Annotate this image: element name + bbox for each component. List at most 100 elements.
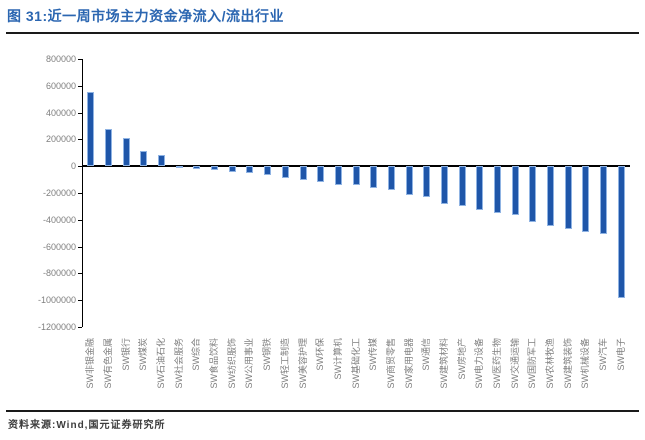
x-category-label-text: SW轻工制造 bbox=[279, 338, 290, 389]
x-category-label: SW纺织服饰 bbox=[227, 333, 238, 413]
bar bbox=[600, 166, 607, 234]
x-category-label-text: SW食品饮料 bbox=[209, 338, 220, 389]
bar bbox=[228, 166, 236, 172]
y-tick-label: -1200000 bbox=[37, 322, 76, 332]
y-tick bbox=[78, 300, 82, 301]
y-tick bbox=[78, 220, 82, 221]
y-tick bbox=[78, 166, 82, 167]
figure-title: 图 31:近一周市场主力资金净流入/流出行业 bbox=[7, 8, 285, 24]
bar bbox=[547, 166, 554, 227]
x-category-label-text: SW石油石化 bbox=[156, 338, 166, 389]
source-note: 资料来源:Wind,国元证券研究所 bbox=[8, 420, 166, 431]
y-tick-label: 0 bbox=[70, 161, 76, 171]
x-category-label: SW社会服务 bbox=[174, 333, 185, 413]
x-category-label: SW公用事业 bbox=[244, 333, 255, 413]
x-category-label-text: SW钢铁 bbox=[262, 338, 273, 371]
bar bbox=[264, 166, 272, 176]
y-tick-label: -800000 bbox=[42, 268, 76, 278]
x-category-label: SW机械设备 bbox=[580, 333, 591, 413]
x-category-label-text: SW环保 bbox=[315, 338, 326, 371]
x-category-label: SW建筑材料 bbox=[439, 333, 450, 413]
x-category-label: SW汽车 bbox=[598, 333, 609, 413]
x-category-label: SW石油石化 bbox=[156, 333, 167, 413]
x-category-label: SW家用电器 bbox=[404, 333, 415, 413]
bar bbox=[405, 166, 413, 195]
x-category-label: SW银行 bbox=[121, 333, 132, 413]
x-category-label-text: SW汽车 bbox=[598, 338, 608, 371]
x-category-label-text: SW美容护理 bbox=[297, 338, 308, 389]
x-category-label-text: SW交通运输 bbox=[509, 338, 520, 389]
x-category-label: SW食品饮料 bbox=[209, 333, 220, 413]
x-category-label-text: SW建筑装饰 bbox=[562, 338, 573, 389]
x-category-label-text: SW社会服务 bbox=[173, 338, 184, 389]
x-category-label-text: SW通信 bbox=[421, 338, 432, 371]
bar bbox=[193, 166, 201, 170]
x-category-label-text: SW国防军工 bbox=[527, 338, 538, 389]
bar bbox=[299, 166, 307, 181]
title-divider bbox=[6, 32, 639, 34]
x-category-label: SW农林牧渔 bbox=[545, 333, 556, 413]
x-category-label-text: SW综合 bbox=[191, 338, 202, 371]
x-category-label: SW建筑装饰 bbox=[563, 333, 574, 413]
x-category-label-text: SW计算机 bbox=[332, 338, 343, 380]
x-category-label-text: SW家用电器 bbox=[403, 338, 414, 389]
bar bbox=[564, 166, 572, 230]
y-tick-label: -200000 bbox=[42, 188, 76, 198]
bar bbox=[423, 166, 431, 197]
bar bbox=[122, 138, 130, 167]
x-category-label: SW商贸零售 bbox=[386, 333, 397, 413]
x-category-label-text: SW基础化工 bbox=[350, 338, 361, 389]
bar bbox=[317, 166, 325, 183]
x-category-label: SW通信 bbox=[421, 333, 432, 413]
y-tick-label: -600000 bbox=[42, 242, 76, 252]
x-category-label-text: SW公用事业 bbox=[244, 338, 255, 389]
x-category-label: SW传媒 bbox=[368, 333, 379, 413]
x-category-label: SW综合 bbox=[191, 333, 202, 413]
x-category-label-text: SW银行 bbox=[120, 338, 131, 371]
x-category-label: SW非银金融 bbox=[85, 333, 96, 413]
x-category-label-text: SW商贸零售 bbox=[385, 338, 396, 389]
bar bbox=[582, 166, 590, 233]
x-category-label-text: SW农林牧渔 bbox=[545, 338, 555, 389]
bar bbox=[476, 166, 484, 210]
x-category-label-text: SW电子 bbox=[615, 338, 626, 371]
y-axis-line bbox=[82, 59, 83, 327]
x-axis-line bbox=[82, 165, 630, 167]
x-category-label: SW电力设备 bbox=[474, 333, 485, 413]
x-category-label-text: SW医药生物 bbox=[491, 338, 502, 389]
bar bbox=[105, 128, 112, 167]
x-category-label-text: SW纺织服饰 bbox=[226, 338, 237, 389]
y-tick-label: -1000000 bbox=[37, 295, 76, 305]
x-category-label: SW电子 bbox=[616, 333, 627, 413]
x-category-label: SW计算机 bbox=[333, 333, 344, 413]
y-tick-label: 400000 bbox=[45, 108, 76, 118]
x-category-label-text: SW电力设备 bbox=[474, 338, 485, 389]
bar bbox=[440, 166, 448, 204]
x-category-label: SW房地产 bbox=[457, 333, 468, 413]
x-category-label: SW基础化工 bbox=[351, 333, 362, 413]
y-tick bbox=[78, 113, 82, 114]
bar bbox=[158, 154, 165, 167]
y-tick-label: 600000 bbox=[45, 81, 76, 91]
y-tick bbox=[78, 59, 82, 60]
y-tick-label: 800000 bbox=[45, 54, 76, 64]
x-category-label-text: SW传媒 bbox=[368, 338, 379, 371]
bar bbox=[87, 91, 95, 167]
x-category-label: SW国防军工 bbox=[527, 333, 538, 413]
x-category-label-text: SW房地产 bbox=[456, 338, 467, 380]
bar bbox=[387, 166, 395, 191]
bar bbox=[352, 166, 360, 186]
bar bbox=[493, 166, 501, 214]
x-category-label: SW交通运输 bbox=[510, 333, 521, 413]
x-category-label: SW医药生物 bbox=[492, 333, 503, 413]
bar bbox=[458, 166, 466, 206]
bar bbox=[334, 166, 342, 185]
bar bbox=[246, 166, 254, 173]
bar bbox=[281, 166, 289, 178]
x-category-label: SW煤炭 bbox=[138, 333, 149, 413]
x-category-label-text: SW建筑材料 bbox=[438, 338, 449, 389]
y-tick-label: 200000 bbox=[45, 134, 76, 144]
y-tick bbox=[78, 327, 82, 328]
x-category-label: SW环保 bbox=[315, 333, 326, 413]
